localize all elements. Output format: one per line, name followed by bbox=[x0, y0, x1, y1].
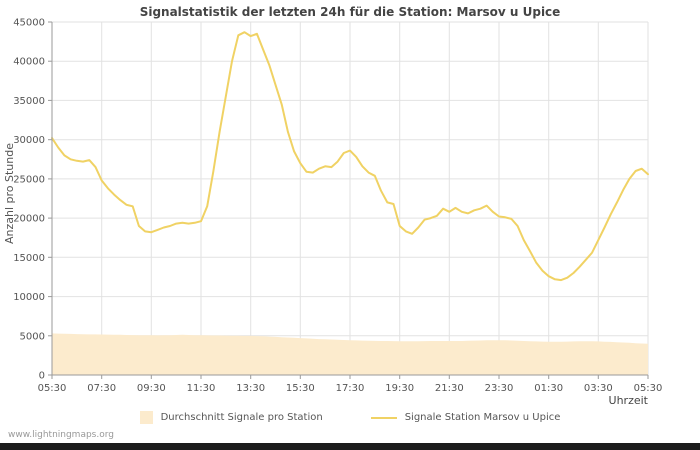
svg-text:0: 0 bbox=[39, 371, 45, 382]
x-axis-label: Uhrzeit bbox=[608, 394, 648, 407]
svg-text:5000: 5000 bbox=[20, 331, 45, 342]
watermark-text: www.lightningmaps.org bbox=[8, 430, 114, 440]
svg-text:11:30: 11:30 bbox=[187, 383, 216, 394]
chart-legend: Durchschnitt Signale pro Station Signale… bbox=[0, 411, 700, 424]
svg-text:45000: 45000 bbox=[13, 18, 45, 29]
y-axis-label: Anzahl pro Stunde bbox=[3, 143, 16, 245]
line-swatch-icon bbox=[370, 416, 397, 419]
svg-text:05:30: 05:30 bbox=[38, 383, 67, 394]
area-series bbox=[52, 333, 648, 375]
x-tick-labels: 05:30 07:30 09:30 11:30 13:30 15:30 17:30 19:30… bbox=[38, 383, 663, 394]
svg-text:09:30: 09:30 bbox=[137, 383, 166, 394]
svg-text:40000: 40000 bbox=[13, 57, 45, 68]
legend-label-station: Signale Station Marsov u Upice bbox=[404, 412, 561, 423]
bottom-bar bbox=[0, 443, 700, 450]
area-swatch-icon bbox=[139, 411, 153, 424]
legend-label-average: Durchschnitt Signale pro Station bbox=[160, 412, 323, 423]
svg-text:07:30: 07:30 bbox=[87, 383, 116, 394]
svg-text:17:30: 17:30 bbox=[336, 383, 365, 394]
svg-text:10000: 10000 bbox=[13, 292, 45, 303]
svg-text:20000: 20000 bbox=[13, 214, 45, 225]
line-series bbox=[51, 31, 649, 282]
svg-text:19:30: 19:30 bbox=[385, 383, 414, 394]
svg-text:25000: 25000 bbox=[13, 174, 45, 185]
svg-text:01:30: 01:30 bbox=[534, 383, 563, 394]
svg-text:15000: 15000 bbox=[13, 253, 45, 264]
svg-text:21:30: 21:30 bbox=[435, 383, 464, 394]
legend-item-average: Durchschnitt Signale pro Station bbox=[139, 411, 323, 424]
svg-text:05:30: 05:30 bbox=[634, 383, 663, 394]
y-tick-labels: 0 5000 10000 15000 20000 25000 30000 35000 40000… bbox=[13, 18, 45, 382]
svg-text:13:30: 13:30 bbox=[236, 383, 265, 394]
svg-text:35000: 35000 bbox=[13, 96, 45, 107]
chart-title: Signalstatistik der letzten 24h für die … bbox=[139, 5, 561, 19]
svg-text:15:30: 15:30 bbox=[286, 383, 315, 394]
svg-text:03:30: 03:30 bbox=[584, 383, 613, 394]
svg-text:30000: 30000 bbox=[13, 135, 45, 146]
gridlines bbox=[52, 21, 649, 375]
legend-item-station: Signale Station Marsov u Upice bbox=[370, 412, 561, 423]
svg-text:23:30: 23:30 bbox=[485, 383, 514, 394]
